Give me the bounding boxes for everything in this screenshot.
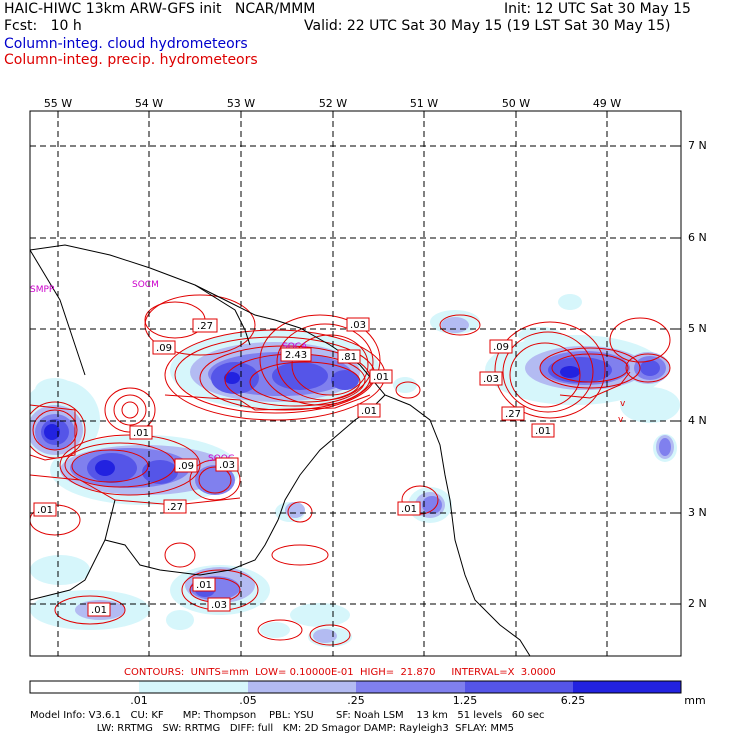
model-title: HAIC-HIWC 13km ARW-GFS init NCAR/MMM	[4, 1, 316, 17]
lat-label: 5 N	[688, 322, 707, 335]
colorbar-unit: mm	[684, 694, 706, 707]
coastline	[30, 244, 531, 656]
lon-label: 54 W	[134, 97, 164, 110]
contour-label: .01	[133, 428, 149, 439]
contour-labels: .27 .09 2.43 .81 .03 .01 .01 .09 .03 .27…	[33, 317, 555, 617]
contour-label: .01	[401, 504, 417, 515]
svg-text:v: v	[618, 415, 624, 425]
contour-label: .27	[505, 409, 521, 420]
lat-label: 3 N	[688, 506, 707, 519]
contour-label: .27	[167, 502, 183, 513]
model-info-line1: Model Info: V3.6.1 CU: KF MP: Thompson P…	[30, 710, 545, 721]
field-precip-label: Column-integ. precip. hydrometeors	[4, 52, 258, 68]
lat-label: 2 N	[688, 597, 707, 610]
lon-label: 52 W	[318, 97, 348, 110]
model-info-line2: LW: RRTMG SW: RRTMG DIFF: full KM: 2D Sm…	[30, 723, 515, 734]
contour-label: .01	[196, 580, 212, 591]
contour-label: .09	[178, 461, 194, 472]
contour-label: .01	[373, 372, 389, 383]
contour-markers: v v	[618, 399, 626, 425]
contour-label: .01	[91, 605, 107, 616]
contour-label: .09	[493, 342, 509, 353]
contour-label: .01	[361, 406, 377, 417]
colorbar-label: .05	[239, 694, 257, 707]
contour-label: .81	[341, 352, 357, 363]
init-time: Init: 12 UTC Sat 30 May 15	[504, 1, 691, 17]
lat-label: 6 N	[688, 231, 707, 244]
contour-label: .01	[535, 426, 551, 437]
lon-label: 50 W	[501, 97, 531, 110]
map-frame	[29, 110, 682, 657]
contour-label: .03	[350, 320, 366, 331]
station-smpp: SMPP	[30, 285, 55, 295]
contour-label: .09	[156, 343, 172, 354]
forecast-hour: Fcst: 10 h	[4, 18, 82, 34]
contour-label: .03	[219, 460, 235, 471]
colorbar-label: .25	[347, 694, 365, 707]
contour-label: .27	[197, 321, 213, 332]
lon-label: 53 W	[226, 97, 256, 110]
station-socm: SOCM	[132, 280, 159, 290]
field-cloud-label: Column-integ. cloud hydrometeors	[4, 36, 248, 52]
svg-text:v: v	[620, 399, 626, 409]
colorbar	[29, 680, 682, 694]
lon-label: 51 W	[409, 97, 439, 110]
lon-label: 55 W	[43, 97, 73, 110]
lat-label: 4 N	[688, 414, 707, 427]
lat-lon-grid	[30, 111, 681, 656]
colorbar-label: .01	[130, 694, 148, 707]
colorbar-label: 6.25	[560, 694, 586, 707]
valid-time: Valid: 22 UTC Sat 30 May 15 (19 LST Sat …	[304, 18, 671, 34]
lat-label: 7 N	[688, 139, 707, 152]
station-soca: SOCA	[282, 342, 308, 352]
contour-label: 2.43	[285, 350, 307, 361]
shading-level-5	[44, 366, 580, 476]
contour-label: .03	[483, 374, 499, 385]
lon-label: 49 W	[592, 97, 622, 110]
contour-label: .03	[211, 600, 227, 611]
colorbar-label: 1.25	[452, 694, 478, 707]
frame-ticks	[57, 111, 681, 605]
contour-info: CONTOURS: UNITS=mm LOW= 0.10000E-01 HIGH…	[124, 667, 556, 678]
contour-label: .01	[37, 505, 53, 516]
